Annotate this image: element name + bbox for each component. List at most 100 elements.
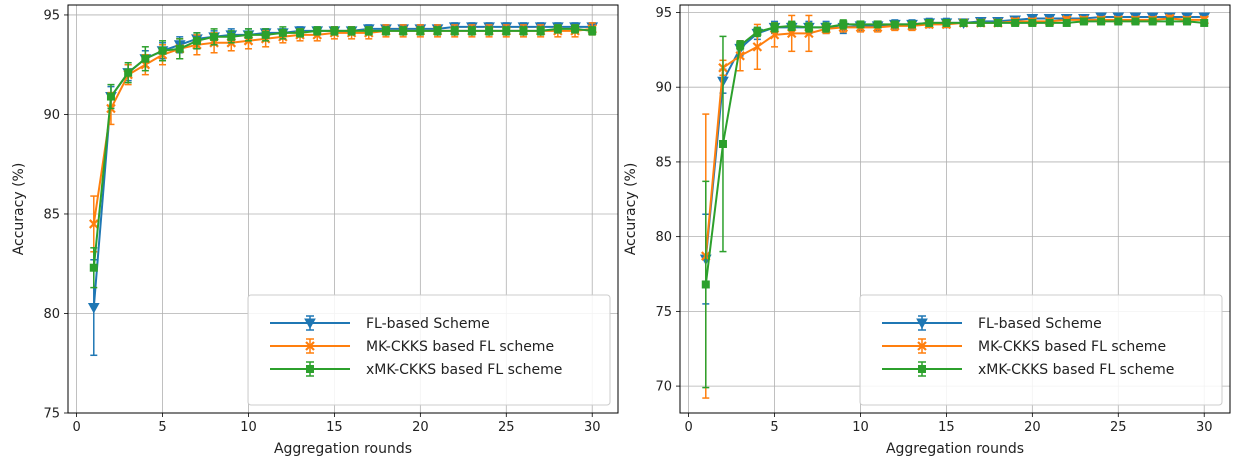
x-tick-label: 20 [1024,420,1041,435]
legend-label: FL-based Scheme [366,316,490,332]
series-line [704,16,1205,260]
data-point [1097,17,1106,26]
chart-panel-1: 0 5 10 15 20 25 30 75 80 85 90 95 Aggregation rounds… [11,4,619,457]
data-point [330,26,339,35]
data-point [839,20,848,29]
x-tick-label: 5 [770,420,778,435]
data-point [1028,18,1037,27]
data-point [753,27,762,36]
data-point [89,219,99,229]
y-tick-label: 80 [43,307,60,322]
data-point [873,20,882,29]
series-line [92,27,593,225]
legend-marker [918,365,926,373]
data-point [1114,17,1123,26]
data-point [571,24,580,33]
x-tick-label: 30 [584,420,601,435]
x-axis-title: Aggregation rounds [274,441,412,457]
data-point [701,280,710,289]
data-point [959,18,968,27]
data-point [752,42,763,52]
y-tick-label: 95 [655,6,672,21]
data-point [1183,17,1192,26]
x-tick-label: 25 [498,420,515,435]
series-line [92,25,593,308]
axes-frame [67,4,619,414]
data-point [1045,18,1054,27]
y-tick-label: 80 [655,230,672,245]
data-point [158,46,167,55]
series-line [92,27,593,268]
y-tick-label: 75 [655,305,672,320]
x-tick-label: 0 [72,420,80,435]
data-point [278,28,287,37]
data-point [416,26,425,35]
x-tick-label: 0 [684,420,692,435]
data-point [942,18,951,27]
data-point [192,36,201,45]
y-tick-label: 95 [43,8,60,23]
data-point [227,32,236,41]
chart-panel-2: 0 5 10 15 20 25 30 70 75 80 85 90 95 Aggregation roun… [623,4,1231,457]
legend: FL-based Scheme MK-CKKS based FL scheme xM… [247,294,611,406]
data-point [296,28,305,37]
series-2 [89,22,597,253]
data-point [467,26,476,35]
data-point [553,24,562,33]
data-point [736,41,745,50]
data-point [347,26,356,35]
data-point [856,20,865,29]
data-point [450,26,459,35]
y-axis-title: Accuracy (%) [623,163,639,256]
data-point [519,26,528,35]
data-point [822,23,831,32]
legend-marker [917,341,927,351]
data-point [433,26,442,35]
data-point [925,18,934,27]
legend-label: MK-CKKS based FL scheme [366,339,554,355]
y-tick-label: 70 [655,380,672,395]
x-tick-label: 30 [1196,420,1213,435]
legend: FL-based Scheme MK-CKKS based FL scheme xM… [859,294,1223,406]
data-point [399,26,408,35]
y-axis-title: Accuracy (%) [11,163,27,256]
data-point [485,26,494,35]
data-point [124,68,133,77]
x-tick-label: 10 [852,420,869,435]
data-point [175,44,184,53]
legend-label: xMK-CKKS based FL scheme [978,362,1174,378]
x-tick-label: 10 [240,420,257,435]
data-point [261,30,270,39]
data-point [1079,17,1088,26]
x-tick-label: 15 [938,420,955,435]
series-line [704,17,1205,257]
x-tick-label: 25 [1110,420,1127,435]
data-point [804,23,813,32]
data-point [1165,17,1174,26]
series-3 [701,17,1209,389]
data-point [976,18,985,27]
data-point [1062,18,1071,27]
data-point [106,92,115,101]
data-point [993,18,1002,27]
axes-frame [679,4,1231,414]
data-point [536,26,545,35]
x-axis-title: Aggregation rounds [886,441,1024,457]
data-point [1200,18,1209,27]
data-point [87,303,100,314]
x-tick-label: 15 [326,420,343,435]
legend-label: MK-CKKS based FL scheme [978,339,1166,355]
legend-marker [304,318,316,330]
series-3 [89,24,597,289]
legend-marker [305,341,315,351]
data-point [1011,18,1020,27]
data-point [89,263,98,272]
legend-marker [306,365,314,373]
y-tick-label: 90 [43,108,60,123]
data-point [588,26,597,35]
data-point [890,20,899,29]
y-tick-label: 75 [43,407,60,422]
data-point [718,139,727,148]
series-1 [699,12,1211,305]
